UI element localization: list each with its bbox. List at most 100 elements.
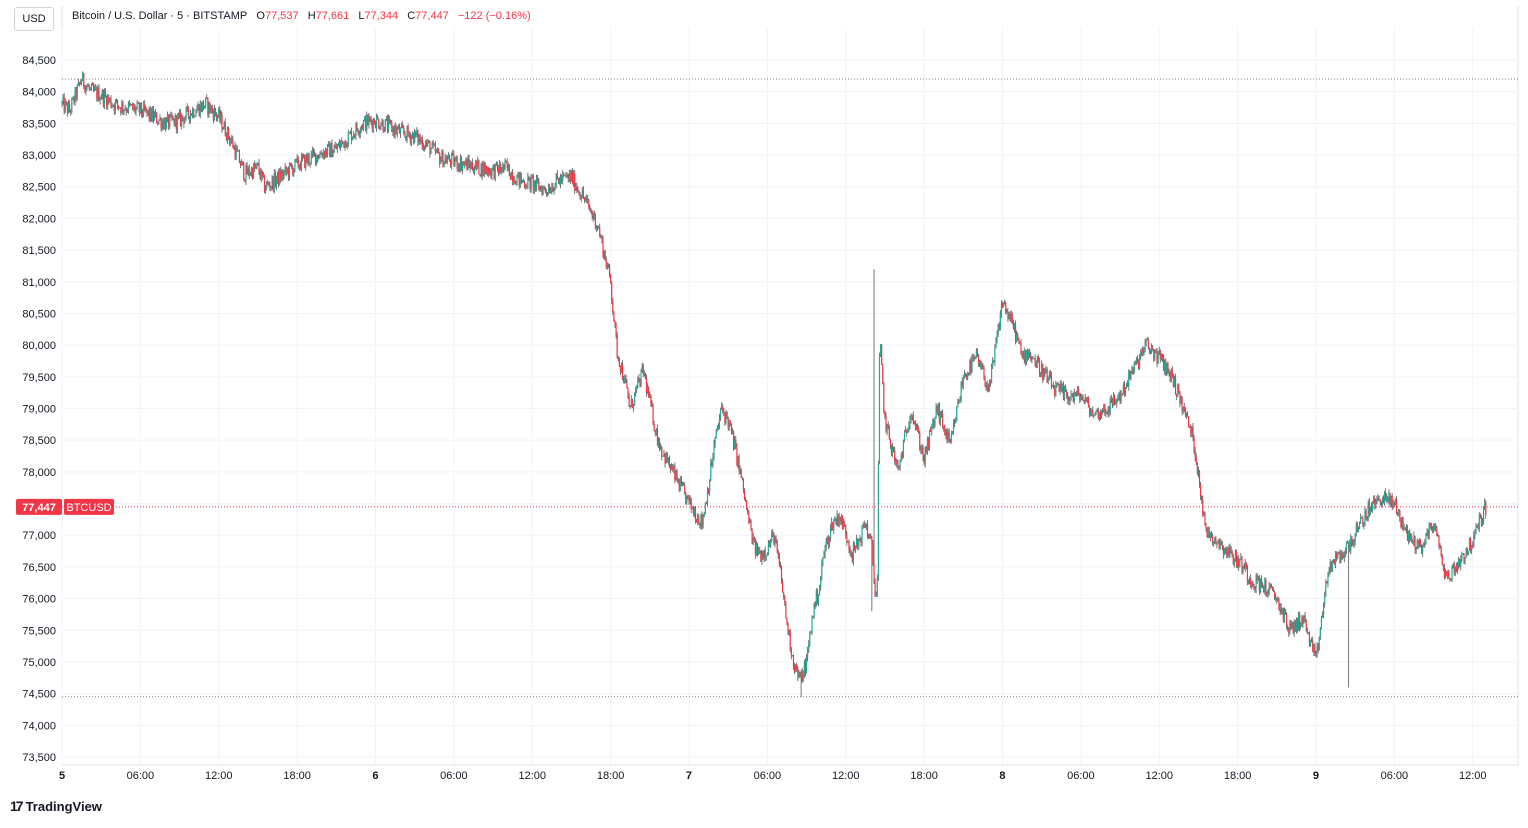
candle-body — [1305, 619, 1307, 628]
candle-body — [995, 339, 997, 348]
candle-body — [564, 174, 566, 176]
candle-body — [1059, 384, 1061, 392]
candle-body — [662, 455, 664, 457]
y-tick-label: 80,000 — [22, 340, 56, 352]
candle-body — [231, 139, 233, 141]
candle-body — [559, 176, 562, 185]
candle-body — [846, 534, 848, 542]
candle-body — [416, 130, 418, 136]
candle-body — [291, 165, 293, 168]
candle-body — [392, 127, 394, 132]
currency-button[interactable]: USD — [14, 7, 54, 31]
candle-body — [1422, 546, 1424, 554]
candle-body — [349, 131, 352, 134]
candle-body — [111, 105, 113, 107]
candle-body — [150, 108, 152, 121]
candle-body — [1306, 627, 1308, 634]
price-axis[interactable]: 84,500 84,000 83,500 83,000 82,500 82,000 81,5… — [22, 55, 56, 764]
tradingview-logo[interactable]: 17 TradingView — [10, 798, 102, 814]
candle-body — [1194, 450, 1196, 458]
candle-body — [862, 524, 864, 526]
candle-body — [705, 503, 708, 505]
candle-body — [1181, 397, 1183, 412]
candle-body — [688, 495, 690, 502]
candle-body — [1387, 497, 1389, 501]
candle-body — [405, 135, 407, 141]
candle-body — [1269, 584, 1271, 586]
candle-body — [313, 152, 316, 154]
candle-body — [495, 162, 497, 165]
candle-body — [1120, 393, 1122, 402]
time-axis[interactable]: 5 06:00 12:00 18:00 6 06:00 12:00 18:00 7 06:00 12… — [59, 770, 1487, 782]
candle-body — [1441, 555, 1443, 566]
candle-body — [96, 88, 98, 99]
candle-body — [260, 170, 262, 179]
candle-body — [1228, 548, 1230, 555]
candle-body — [221, 114, 223, 130]
candle-body — [783, 592, 785, 597]
x-tick-label: 7 — [686, 770, 692, 782]
y-tick-label: 84,000 — [22, 87, 56, 99]
candle-body — [962, 378, 964, 387]
candle-body — [989, 381, 992, 384]
candle-body — [94, 87, 96, 91]
candle-body — [488, 167, 490, 176]
candle-body — [118, 105, 120, 108]
candle-body — [102, 90, 104, 105]
candle-body — [1023, 351, 1025, 360]
candle-body — [342, 140, 344, 143]
candle-body — [1357, 528, 1360, 532]
candle-body — [476, 161, 478, 167]
candle-body — [749, 521, 751, 523]
candle-body — [1250, 578, 1252, 586]
candle-body — [938, 403, 940, 422]
candle-body — [1374, 498, 1376, 506]
candle-body — [492, 165, 494, 169]
candle-body — [62, 97, 64, 102]
candle-body — [930, 429, 932, 432]
candle-body — [650, 394, 652, 405]
candle-body — [162, 121, 164, 129]
candle-body — [897, 463, 899, 469]
candle-body — [566, 175, 568, 177]
candle-body — [177, 115, 180, 117]
candle-body — [1094, 412, 1096, 416]
candle-body — [577, 189, 579, 191]
candle-body — [916, 427, 919, 430]
candle-body — [256, 163, 258, 167]
candle-body — [803, 662, 805, 675]
candle-body — [1254, 588, 1256, 590]
candle-body — [696, 520, 698, 523]
candle-body — [1011, 314, 1013, 323]
candle-body — [944, 425, 946, 435]
candle-body — [542, 187, 544, 195]
open-key: O — [256, 10, 265, 22]
candle-body — [1413, 535, 1415, 542]
candle-body — [1169, 372, 1171, 382]
candle-body — [489, 170, 491, 176]
candle-body — [157, 123, 159, 124]
candle-body — [478, 159, 480, 175]
candle-body — [754, 540, 756, 555]
candle-body — [589, 207, 591, 211]
candle-body — [350, 131, 353, 141]
candle-body — [1287, 625, 1289, 630]
candle-body — [799, 672, 801, 678]
candle-body — [230, 140, 232, 143]
candle-body — [447, 155, 450, 160]
candle-body — [864, 526, 866, 528]
candle-body — [1328, 571, 1330, 573]
candle-body — [1146, 339, 1148, 341]
candle-body — [1051, 385, 1054, 387]
candle-body — [421, 139, 423, 149]
candle-body — [532, 178, 534, 190]
candle-body — [101, 90, 103, 98]
candle-body — [112, 105, 114, 107]
candle-body — [1390, 496, 1392, 504]
candle-body — [1266, 594, 1268, 596]
candle-body — [292, 167, 294, 175]
candle-body — [1033, 358, 1035, 359]
candle-body — [1329, 562, 1331, 572]
